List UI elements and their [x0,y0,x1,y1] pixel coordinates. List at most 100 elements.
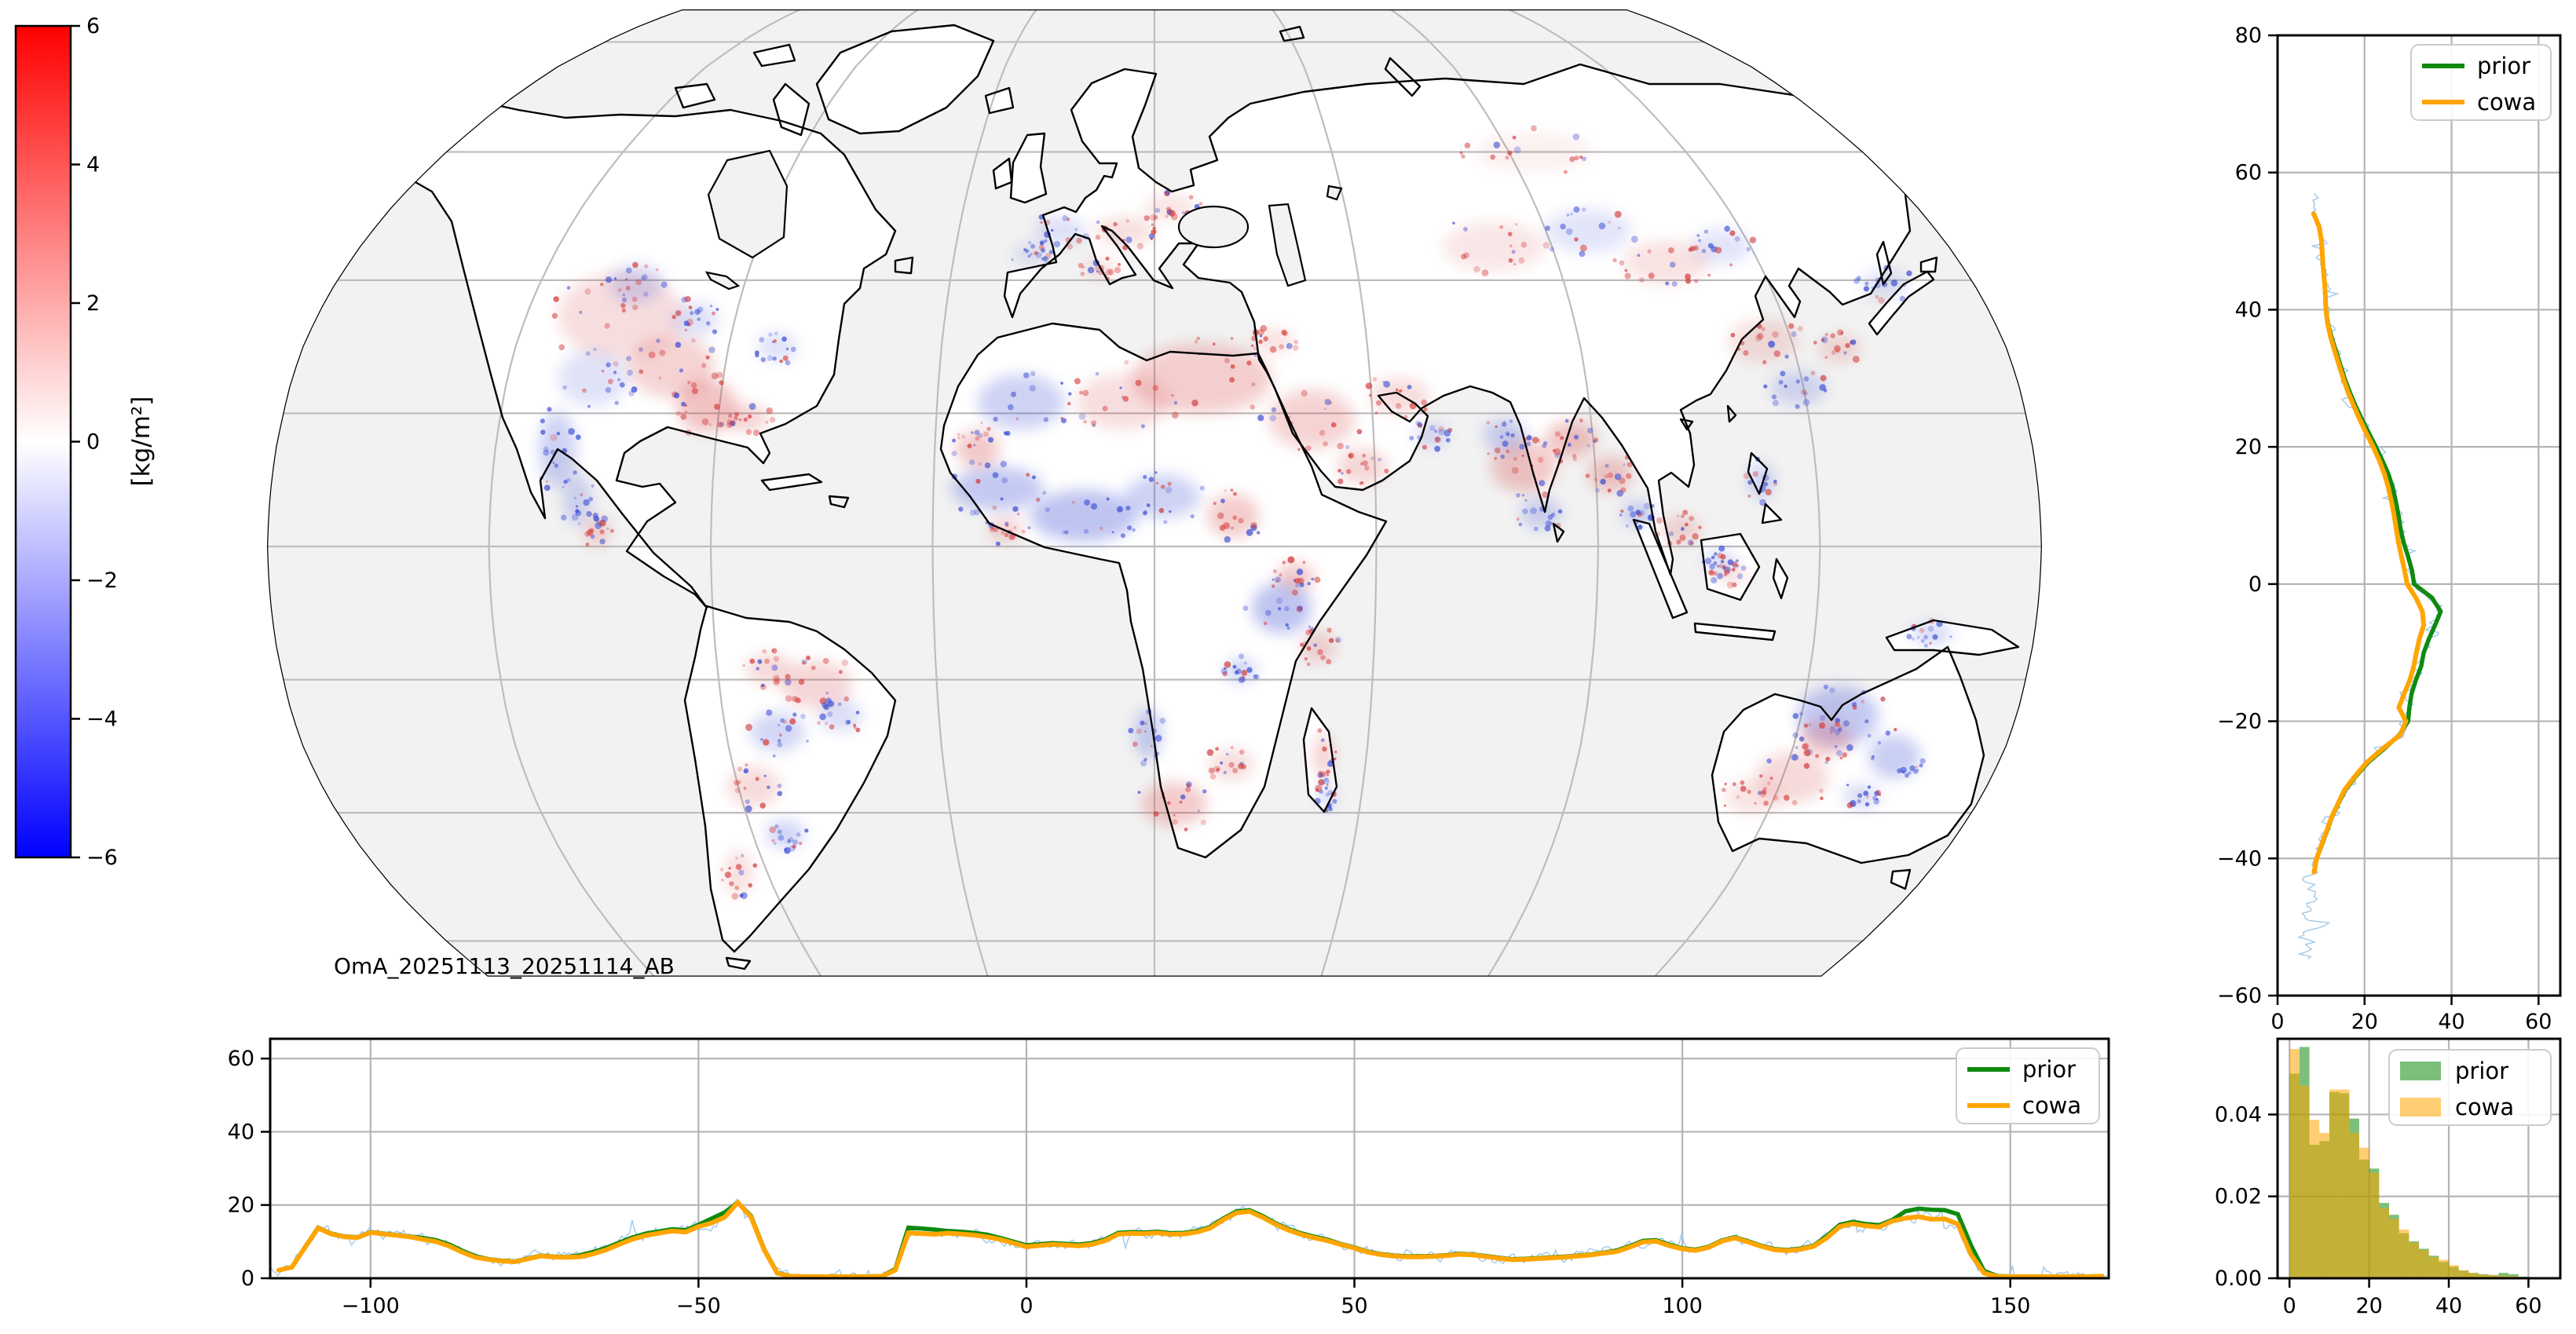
data-blob [1076,375,1170,429]
data-speckle [556,431,561,436]
data-speckle [773,656,780,662]
data-speckle [728,414,733,418]
data-speckle [1638,524,1642,528]
data-speckle [1017,513,1020,516]
data-speckle [1490,154,1496,160]
data-speckle [1518,257,1525,264]
data-speckle [824,722,829,725]
longitude-profile-panel: 0 20 40 60 −100 −50 0 50 100 150 prior cowa [228,1037,2110,1318]
data-speckle [784,848,788,851]
data-speckle [1792,732,1798,739]
data-speckle [573,496,576,499]
graticule-meridian [488,9,801,977]
data-speckle [1284,605,1290,612]
data-speckle [778,733,782,737]
data-speckle [1011,391,1016,397]
data-speckle [1295,583,1300,588]
data-speckle [606,527,609,530]
data-speckle [684,410,688,414]
data-speckle [1328,807,1333,812]
data-speckle [781,336,787,342]
data-speckle [543,484,551,492]
data-speckle [1521,494,1525,497]
data-speckle [1206,749,1214,756]
data-speckle [1819,384,1826,391]
data-speckle [590,534,595,539]
data-speckle [1078,262,1084,269]
data-speckle [827,700,835,707]
data-speckle [1511,250,1516,254]
data-speckle [1698,239,1702,243]
data-speckle [766,709,773,716]
data-speckle [1064,530,1069,535]
data-speckle [975,436,980,441]
data-speckle [1511,466,1519,474]
data-speckle [1740,785,1747,792]
data-speckle [1293,345,1299,351]
data-blob [952,466,1043,510]
data-speckle [1398,389,1402,393]
data-speckle [1513,262,1517,266]
data-speckle [1585,473,1590,478]
data-speckle [1665,281,1670,286]
data-speckle [1630,236,1638,243]
data-speckle [1539,480,1546,487]
data-speckle [1593,439,1597,444]
colorbar-tick-label: 4 [86,153,100,177]
data-speckle [613,371,617,374]
data-speckle [1853,277,1860,284]
graticule-meridian [931,9,1037,977]
data-speckle [1795,746,1798,750]
data-speckle [1736,573,1744,579]
data-speckle [1079,390,1083,395]
data-speckle [1257,531,1261,535]
map-content [267,9,2042,977]
data-speckle [721,879,724,882]
x-tick-label: 60 [2525,1010,2552,1034]
data-speckle [1368,393,1372,397]
data-speckle [1563,170,1568,174]
data-speckle [1569,212,1574,216]
data-speckle [1251,382,1256,387]
data-speckle [1708,569,1715,576]
data-speckle [605,387,612,393]
data-speckle [735,864,742,870]
data-speckle [748,883,752,888]
data-speckle [1830,731,1833,734]
data-speckle [1326,773,1330,777]
data-speckle [580,493,584,496]
data-speckle [967,444,972,448]
data-speckle [1820,336,1828,344]
data-speckle [1028,241,1031,244]
data-speckle [1949,635,1952,638]
y-tick-label: 20 [228,1193,254,1218]
data-speckle [609,528,614,533]
data-speckle [792,839,799,846]
data-speckle [1165,486,1173,494]
data-speckle [1319,429,1326,437]
data-speckle [1155,481,1159,485]
data-speckle [606,362,611,367]
data-speckle [748,403,756,410]
data-speckle [1510,433,1515,438]
data-speckle [1030,371,1036,377]
data-speckle [635,279,642,286]
data-speckle [1034,250,1038,256]
y-tick-label: 0.04 [2215,1102,2262,1127]
x-tick-label: 40 [2438,1010,2464,1034]
colorbar-gradient [14,24,72,859]
data-speckle [1810,371,1816,376]
data-speckle [1422,444,1427,450]
data-speckle [1324,786,1328,790]
data-speckle [823,704,830,711]
data-blob [1714,565,1749,585]
data-speckle [1281,329,1287,336]
data-speckle [1524,499,1528,503]
data-speckle [1140,424,1145,429]
data-speckle [1676,539,1681,545]
data-speckle [1864,802,1870,807]
data-speckle [639,369,644,375]
data-speckle [1574,237,1579,242]
data-speckle [1026,473,1030,477]
data-speckle [1096,220,1100,225]
